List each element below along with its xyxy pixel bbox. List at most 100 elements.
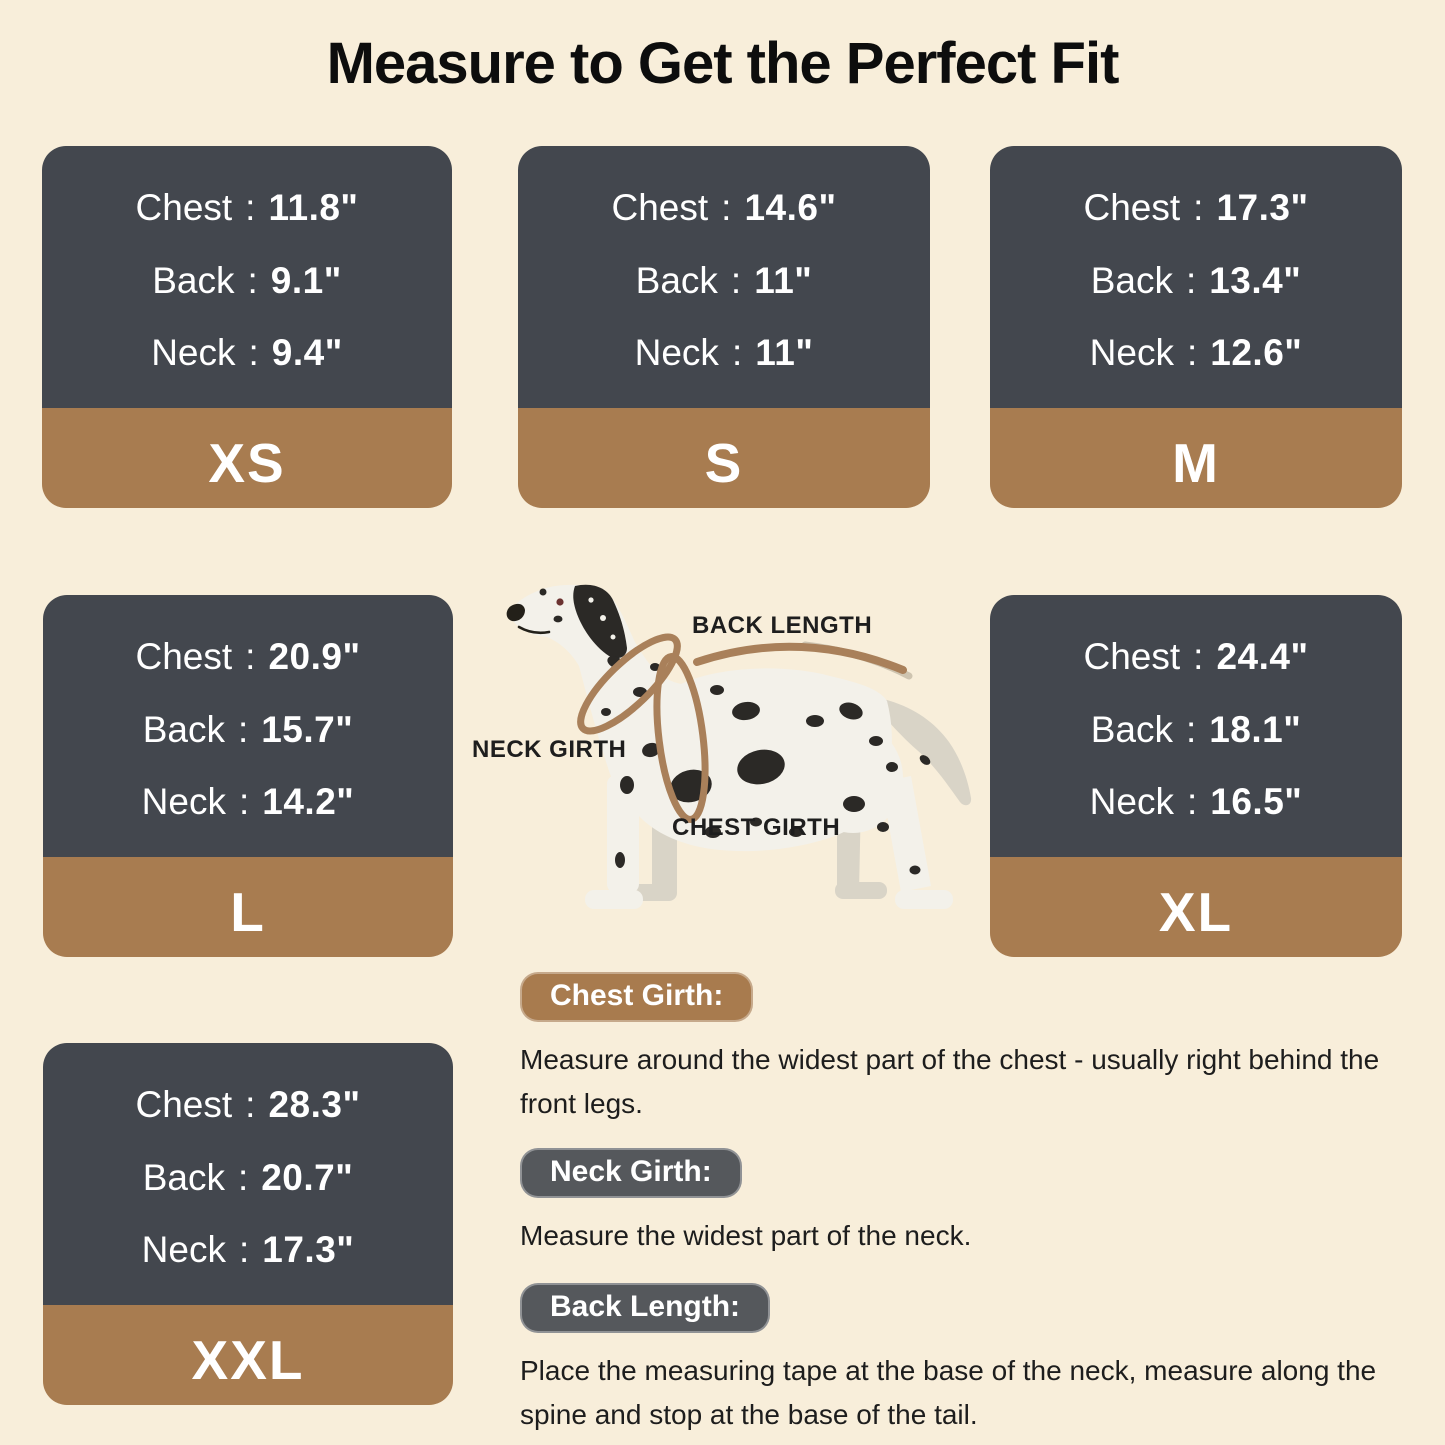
- measurement-label: Neck: [141, 780, 226, 822]
- measurement-row-back: Back:18.1": [990, 711, 1402, 748]
- measurement-value: 15.7": [261, 708, 354, 750]
- section-heading-neck-girth: Neck Girth:: [520, 1148, 742, 1198]
- measurement-separator: :: [245, 636, 256, 678]
- measurement-separator: :: [1193, 187, 1204, 229]
- measurement-value: 16.5": [1210, 780, 1303, 822]
- measurement-label: Neck: [1089, 331, 1174, 373]
- measurement-label: Neck: [1089, 780, 1174, 822]
- measurement-row-back: Back:15.7": [43, 711, 453, 748]
- measurement-label: Chest: [135, 636, 233, 678]
- measurement-separator: :: [731, 331, 743, 373]
- measurement-label: Neck: [141, 1228, 226, 1270]
- dog-ear-dot: [588, 597, 594, 603]
- measurement-label: Chest: [1083, 636, 1181, 678]
- measurement-row-chest: Chest:28.3": [43, 1086, 453, 1123]
- measurement-separator: :: [237, 708, 249, 750]
- card-measurements: Chest:20.9" Back:15.7" Neck:14.2": [43, 595, 453, 857]
- page-title: Measure to Get the Perfect Fit: [326, 31, 1120, 96]
- measurement-value: 14.6": [744, 187, 837, 229]
- measurement-value: 14.2": [262, 780, 355, 822]
- dog-front-paw: [585, 890, 643, 909]
- card-measurements: Chest:17.3" Back:13.4" Neck:12.6": [990, 146, 1402, 408]
- dog-illustration: [506, 584, 972, 909]
- diagram-label-back-length: BACK LENGTH: [692, 612, 873, 639]
- measurement-row-neck: Neck:17.3": [43, 1231, 453, 1268]
- card-measurements: Chest:24.4" Back:18.1" Neck:16.5": [990, 595, 1402, 857]
- measurement-row-chest: Chest:14.6": [518, 189, 930, 226]
- measurement-label: Back: [1090, 259, 1173, 301]
- dog-spots: [539, 588, 931, 875]
- measurement-row-chest: Chest:11.8": [42, 189, 452, 226]
- measurement-row-neck: Neck:11": [518, 334, 930, 371]
- measurement-separator: :: [238, 1228, 250, 1270]
- measurement-row-back: Back:13.4": [990, 262, 1402, 299]
- measurement-separator: :: [247, 259, 258, 301]
- measurement-label: Neck: [151, 331, 236, 373]
- section-text-back-length: Place the measuring tape at the base of …: [520, 1355, 1377, 1430]
- measurement-label: Back: [635, 259, 718, 301]
- explanation-section-chest-girth: Chest Girth: Measure around the widest p…: [520, 972, 1425, 1125]
- size-label: M: [990, 408, 1402, 508]
- measurement-row-back: Back:11": [518, 262, 930, 299]
- measurement-row-neck: Neck:16.5": [990, 783, 1402, 820]
- diagram-label-chest-girth: CHEST GIRTH: [672, 814, 841, 841]
- section-heading-chest-girth: Chest Girth:: [520, 972, 754, 1022]
- measurement-separator: :: [245, 1084, 256, 1126]
- size-card-l: Chest:20.9" Back:15.7" Neck:14.2" L: [43, 595, 453, 957]
- size-label: XXL: [43, 1305, 453, 1405]
- measurement-separator: :: [721, 187, 732, 229]
- dog-thigh: [803, 723, 903, 833]
- neck-girth-tape: [577, 633, 681, 735]
- measurement-separator: :: [730, 259, 742, 301]
- measurement-label: Back: [1090, 708, 1173, 750]
- measurement-value: 11": [755, 331, 814, 373]
- chest-girth-tape: [653, 653, 709, 823]
- measurement-separator: :: [1186, 780, 1198, 822]
- measurement-separator: :: [1193, 636, 1204, 678]
- size-card-xl: Chest:24.4" Back:18.1" Neck:16.5" XL: [990, 595, 1402, 957]
- dog-ear: [573, 584, 627, 659]
- dog-far-hind-paw: [835, 882, 887, 899]
- measurement-label: Chest: [135, 1084, 233, 1126]
- measurement-value: 13.4": [1209, 259, 1302, 301]
- measurement-value: 11.8": [268, 187, 359, 229]
- dog-eye: [556, 598, 564, 606]
- measurement-label: Chest: [1083, 187, 1181, 229]
- section-text-neck-girth: Measure the widest part of the neck.: [520, 1220, 972, 1251]
- size-card-xs: Chest:11.8" Back:9.1" Neck:9.4" XS: [42, 146, 452, 508]
- size-label: XS: [42, 408, 452, 508]
- dog-ear-dot: [600, 615, 606, 621]
- explanation-section-back-length: Back Length: Place the measuring tape at…: [520, 1283, 1425, 1436]
- measurement-value: 20.9": [268, 636, 361, 678]
- measurement-row-neck: Neck:12.6": [990, 334, 1402, 371]
- measurement-separator: :: [248, 331, 259, 373]
- measurement-label: Chest: [135, 187, 233, 229]
- size-card-s: Chest:14.6" Back:11" Neck:11" S: [518, 146, 930, 508]
- dog-ear-dot: [610, 634, 616, 640]
- card-measurements: Chest:28.3" Back:20.7" Neck:17.3": [43, 1043, 453, 1305]
- measurement-label: Back: [142, 1156, 225, 1198]
- measurement-separator: :: [237, 1156, 249, 1198]
- measurement-row-neck: Neck:14.2": [43, 783, 453, 820]
- measurement-row-back: Back:9.1": [42, 262, 452, 299]
- size-label: XL: [990, 857, 1402, 957]
- measurement-value: 28.3": [268, 1084, 361, 1126]
- back-length-tape: [693, 642, 907, 674]
- dog-front-leg: [607, 775, 639, 893]
- measurement-label: Neck: [634, 331, 719, 373]
- size-label: S: [518, 408, 930, 508]
- measurement-label: Back: [142, 708, 225, 750]
- measurement-value: 20.7": [261, 1156, 354, 1198]
- measurement-row-chest: Chest:20.9": [43, 638, 453, 675]
- measurement-separator: :: [1186, 331, 1198, 373]
- dog-diagram: [455, 570, 995, 970]
- measurement-value: 17.3": [262, 1228, 355, 1270]
- measurement-label: Chest: [611, 187, 709, 229]
- measurement-value: 18.1": [1209, 708, 1302, 750]
- section-text-chest-girth: Measure around the widest part of the ch…: [520, 1044, 1380, 1119]
- size-label: L: [43, 857, 453, 957]
- card-measurements: Chest:14.6" Back:11" Neck:11": [518, 146, 930, 408]
- dog-nose: [506, 603, 525, 622]
- explanation-section-neck-girth: Neck Girth: Measure the widest part of t…: [520, 1148, 1425, 1258]
